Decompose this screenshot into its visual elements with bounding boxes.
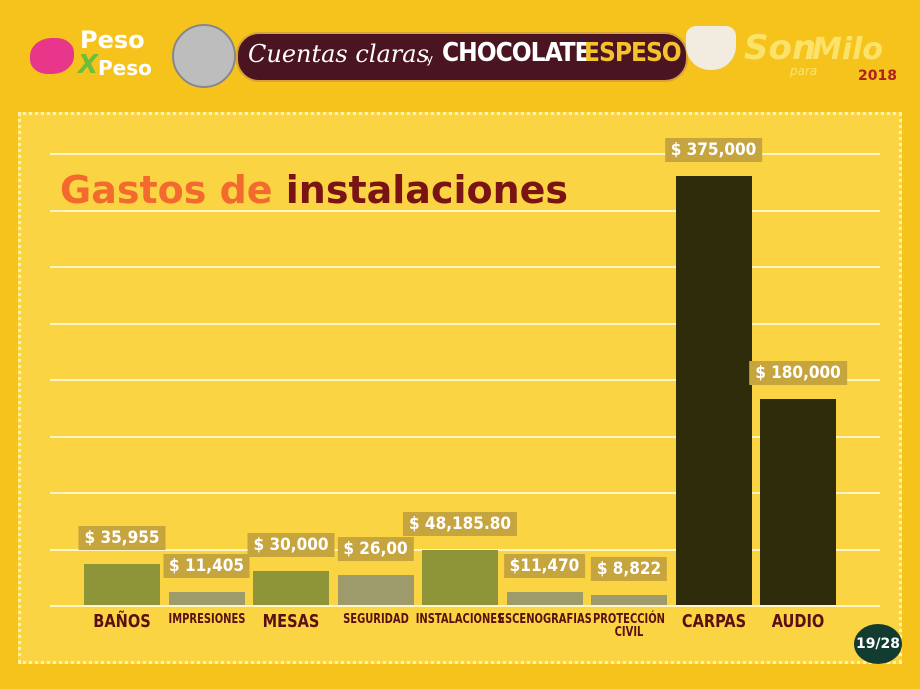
value-label: $ 11,405 xyxy=(163,553,250,578)
brand-text: Son xyxy=(744,28,817,68)
value-label: $ 48,185.80 xyxy=(402,511,518,536)
value-label: $ 8,822 xyxy=(590,556,668,581)
bar xyxy=(506,591,583,605)
banner-text: ESPESO xyxy=(584,38,682,68)
chart-title: Gastos de instalaciones xyxy=(60,168,568,212)
value-label: $ 35,955 xyxy=(78,525,166,550)
brand-year: 2018 xyxy=(858,68,897,84)
x-tick-label: PROTECCIÓN CIVIL xyxy=(592,612,666,640)
banner-text: Cuentas claras xyxy=(248,40,429,68)
bar xyxy=(591,594,667,605)
logo-bird xyxy=(30,38,74,74)
value-label: $ 26,00 xyxy=(337,537,414,562)
value-label: $ 180,000 xyxy=(749,361,847,386)
grid-line xyxy=(50,266,880,268)
grid-line xyxy=(50,605,880,607)
x-tick-label: MESAS xyxy=(262,611,320,632)
x-tick-label: ESCENOGRAFIAS xyxy=(497,612,592,627)
bar xyxy=(760,399,836,605)
bar xyxy=(253,570,329,605)
x-tick-label: INSTALACIONES xyxy=(415,612,505,627)
bar xyxy=(84,563,160,605)
bar xyxy=(422,549,498,605)
x-tick-label: AUDIO xyxy=(771,611,825,632)
logo-text: Peso xyxy=(80,26,145,54)
title-part: instalaciones xyxy=(285,168,569,212)
coin xyxy=(172,24,236,88)
grid-line xyxy=(50,379,880,381)
value-label: $11,470 xyxy=(503,553,586,578)
x-tick-label: SEGURIDAD xyxy=(342,612,409,627)
title-part: Gastos de xyxy=(60,168,273,212)
value-label: $ 375,000 xyxy=(664,138,763,162)
x-tick-label: BAÑOS xyxy=(93,611,151,632)
grid-line xyxy=(50,322,880,325)
header: Peso X Peso Cuentas claras y CHOCOLATE E… xyxy=(0,0,920,100)
grid-line xyxy=(50,548,880,551)
banner-text: CHOCOLATE xyxy=(442,38,591,68)
cup xyxy=(686,26,736,70)
value-label: $ 30,000 xyxy=(247,532,335,557)
brand-text: para xyxy=(790,64,818,78)
banner xyxy=(236,32,688,82)
x-tick-label: CARPAS xyxy=(681,611,746,632)
grid-line xyxy=(50,492,880,494)
x-tick-label: IMPRESIONES xyxy=(168,612,245,627)
page-number: 19/28 xyxy=(854,624,902,664)
grid-line xyxy=(50,153,880,155)
grid-line xyxy=(50,209,880,212)
brand-text: Milo xyxy=(812,32,884,67)
bar xyxy=(675,176,752,605)
banner-text: y xyxy=(426,52,434,66)
logo-text: X xyxy=(78,50,99,80)
bar xyxy=(337,575,414,605)
logo-text: Peso xyxy=(98,56,152,80)
bar xyxy=(168,591,245,605)
grid-line xyxy=(50,435,880,438)
